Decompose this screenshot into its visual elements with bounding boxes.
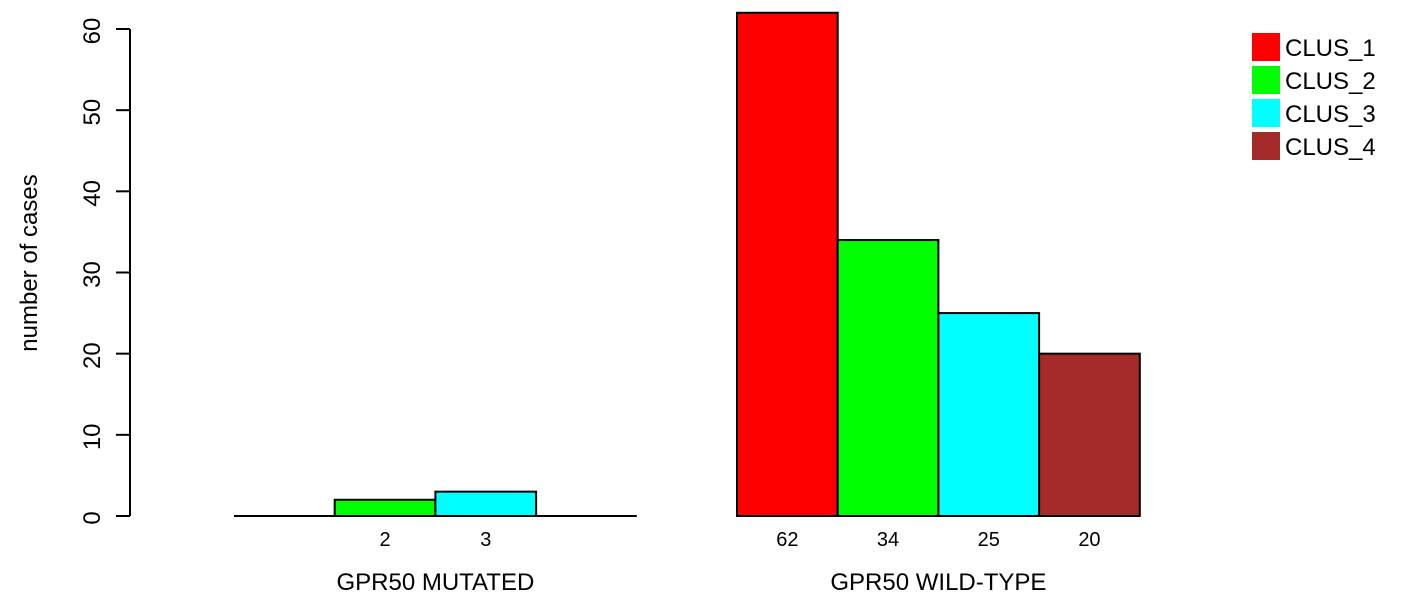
y-axis: 0 10 20 30 40 50 60 xyxy=(79,18,131,525)
y-tick-label: 40 xyxy=(79,180,106,207)
legend-swatch xyxy=(1252,99,1280,127)
bar xyxy=(1038,352,1141,517)
y-tick-label: 60 xyxy=(79,18,106,45)
legend-swatch xyxy=(1252,66,1280,94)
group-label: GPR50 WILD-TYPE xyxy=(830,569,1046,596)
y-tick-label: 20 xyxy=(79,342,106,369)
legend-label: CLUS_3 xyxy=(1285,101,1376,128)
legend-label: CLUS_2 xyxy=(1285,68,1376,95)
legend: CLUS_1 CLUS_2 CLUS_3 CLUS_4 xyxy=(1252,33,1376,161)
y-tick-label: 10 xyxy=(79,423,106,450)
bar xyxy=(333,498,437,517)
bar xyxy=(937,312,1041,518)
y-tick-label: 50 xyxy=(79,99,106,126)
bar-value-label: 20 xyxy=(1078,529,1100,551)
bar-value-label: 2 xyxy=(379,529,390,551)
group-label: GPR50 MUTATED xyxy=(336,569,534,596)
bar-group: 62 34 25 20 GPR50 WILD-TYPE xyxy=(736,11,1141,596)
bar-value-label: 62 xyxy=(776,529,798,551)
legend-swatch xyxy=(1252,132,1280,160)
legend-label: CLUS_4 xyxy=(1285,134,1376,161)
bar-groups: 2 3 GPR50 MUTATED 62 34 25 20 GPR50 WILD-TYPE xyxy=(234,11,1141,596)
legend-label: CLUS_1 xyxy=(1285,35,1376,62)
bar xyxy=(736,11,839,518)
y-axis-label: number of cases xyxy=(16,174,43,351)
bar-value-label: 34 xyxy=(877,529,899,551)
bar xyxy=(836,239,940,518)
bar xyxy=(434,490,538,517)
bar-value-label: 3 xyxy=(480,529,491,551)
y-tick-label: 30 xyxy=(79,261,106,288)
bar-group: 2 3 GPR50 MUTATED xyxy=(234,490,637,596)
bar-value-label: 25 xyxy=(978,529,1000,551)
legend-swatch xyxy=(1252,33,1280,61)
y-tick-label: 0 xyxy=(79,511,106,524)
